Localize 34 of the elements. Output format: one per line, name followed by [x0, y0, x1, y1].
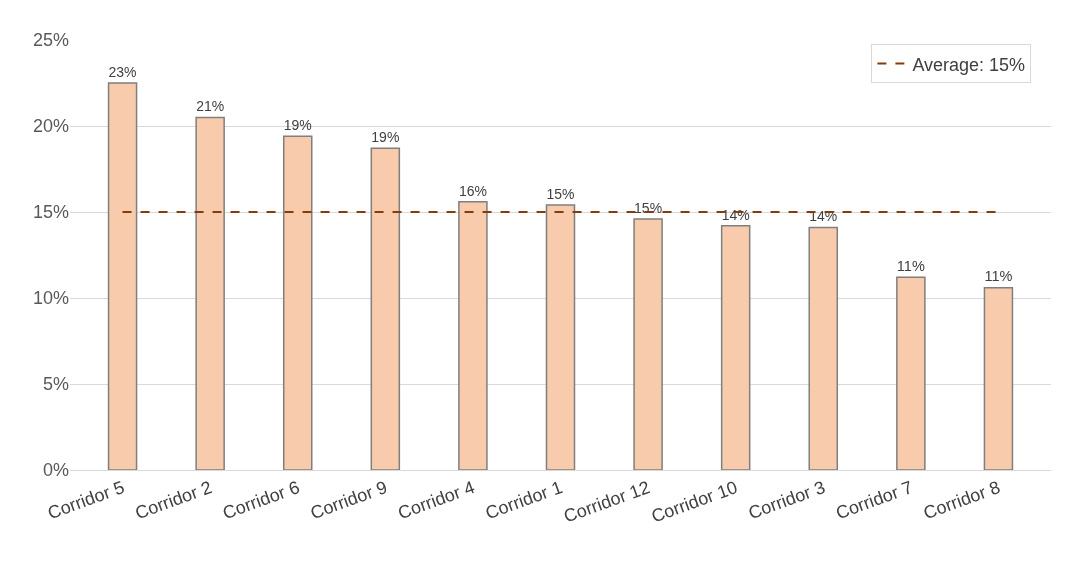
data-label: 11%: [896, 258, 925, 275]
bar: [896, 276, 926, 470]
x-tick-label: Corridor 7: [833, 477, 916, 524]
x-tick-label: Corridor 3: [745, 477, 828, 524]
legend-label: Average: 15%: [912, 54, 1026, 75]
bar: [282, 135, 313, 470]
x-tick-label: Corridor 4: [395, 477, 478, 524]
data-label: 15%: [546, 186, 575, 203]
data-label: 19%: [283, 117, 312, 134]
data-label: 19%: [371, 129, 400, 146]
x-tick-label: Corridor 1: [482, 477, 565, 524]
x-tick-label: Corridor 6: [220, 477, 303, 524]
bar: [107, 82, 138, 470]
x-tick-label: Corridor 8: [920, 477, 1003, 524]
x-tick-label: Corridor 2: [132, 477, 215, 524]
data-label: 15%: [634, 199, 663, 216]
data-label: 21%: [196, 98, 225, 115]
y-tick-label: 25%: [32, 30, 69, 51]
y-tick-label: 15%: [32, 202, 69, 223]
bar: [195, 116, 225, 470]
bar: [808, 226, 839, 470]
y-tick-label: 20%: [32, 116, 69, 137]
x-tick-label: Corridor 9: [307, 477, 390, 524]
bar: [458, 200, 488, 470]
bar: [633, 218, 663, 470]
bar: [370, 147, 401, 470]
bar: [720, 225, 751, 470]
data-label: 16%: [458, 182, 487, 199]
bar: [545, 204, 576, 470]
data-label: 23%: [108, 63, 137, 80]
bar: [983, 286, 1014, 470]
data-label: 11%: [984, 268, 1013, 285]
y-tick-label: 5%: [42, 374, 69, 395]
y-tick-label: 10%: [32, 288, 69, 309]
